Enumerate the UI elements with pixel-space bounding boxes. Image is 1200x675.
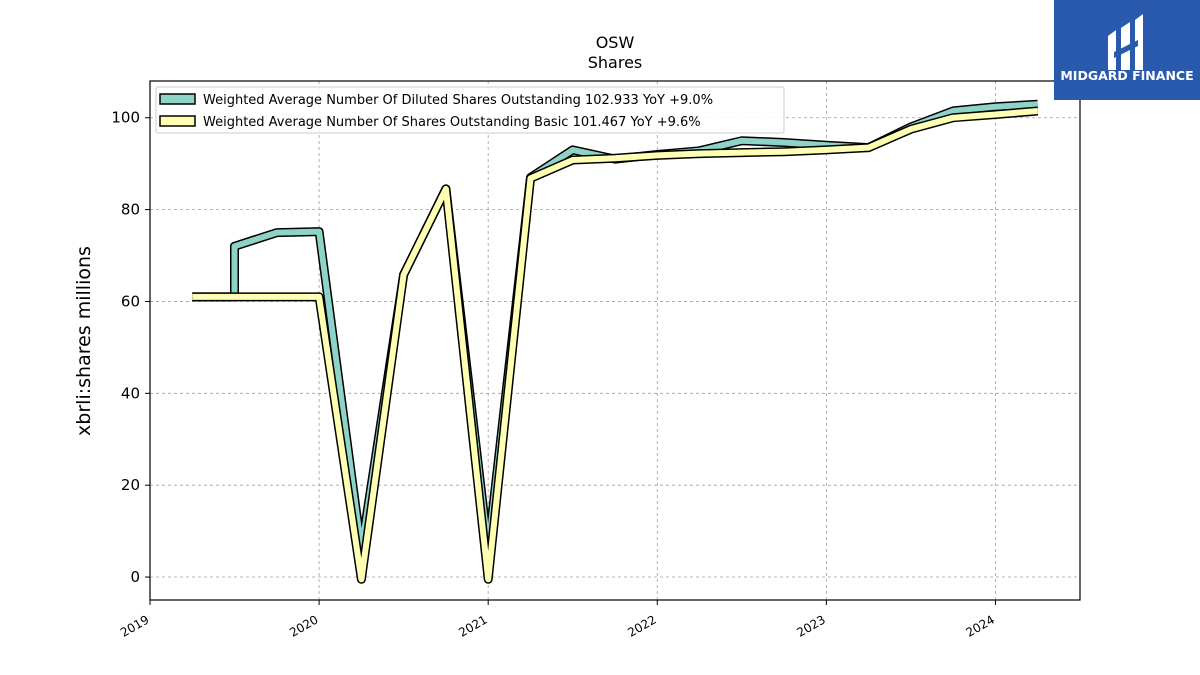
y-tick-label: 100 <box>111 109 140 127</box>
y-tick-label: 60 <box>121 292 140 310</box>
x-tick-label: 2023 <box>794 612 827 639</box>
chart-title: OSW <box>596 33 635 52</box>
y-tick-label: 20 <box>121 476 140 494</box>
legend-box <box>155 86 785 134</box>
x-tick-label: 2022 <box>625 612 658 639</box>
x-tick-label: 2021 <box>456 612 489 639</box>
y-axis-ticks: 0 20 40 60 80 100 <box>111 109 150 586</box>
logo-text: MIDGARD FINANCE <box>1060 68 1193 83</box>
midgard-finance-logo: MIDGARD FINANCE <box>1054 0 1200 100</box>
chart-subtitle: Shares <box>588 53 643 72</box>
y-axis-label: xbrli:shares millions <box>73 246 95 436</box>
series-line-1 <box>192 108 1038 583</box>
x-tick-label: 2024 <box>964 612 997 639</box>
y-tick-label: 0 <box>130 568 140 586</box>
legend-swatch-diluted <box>159 93 196 105</box>
x-tick-label: 2019 <box>118 612 151 639</box>
y-tick-label: 40 <box>121 384 140 402</box>
legend-swatch-basic <box>159 115 196 127</box>
series-area <box>192 99 1039 584</box>
x-axis-ticks: 2019 2020 2021 2022 2023 2024 <box>118 600 997 640</box>
legend-label-diluted: Weighted Average Number Of Diluted Share… <box>203 93 713 108</box>
y-tick-label: 80 <box>121 201 140 219</box>
legend: Weighted Average Number Of Diluted Share… <box>155 86 785 134</box>
x-tick-label: 2020 <box>287 612 320 639</box>
plot-frame <box>149 80 1081 601</box>
logo-mark-icon <box>1108 14 1143 70</box>
legend-label-basic: Weighted Average Number Of Shares Outsta… <box>203 115 701 130</box>
